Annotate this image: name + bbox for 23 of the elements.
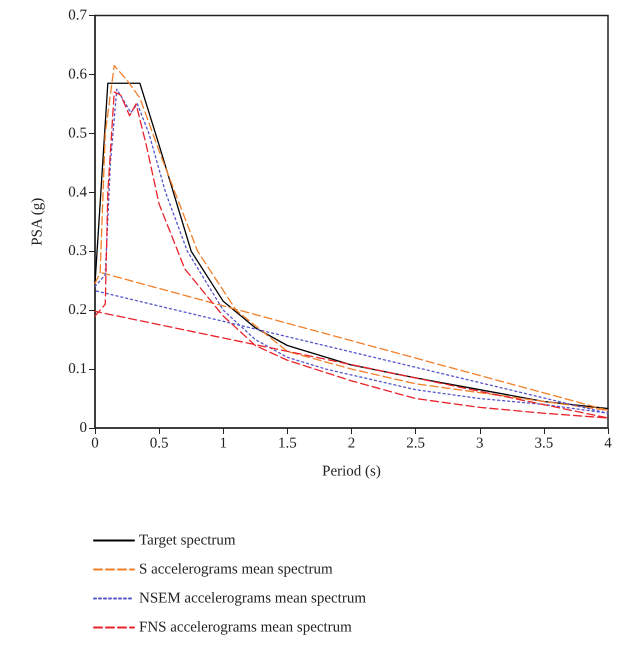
x-tick-label: 0 — [91, 436, 99, 452]
x-tick-label: 2 — [348, 436, 356, 452]
legend-label: NSEM accelerograms mean spectrum — [139, 590, 366, 606]
legend-label: FNS accelerograms mean spectrum — [139, 620, 352, 636]
y-tick-label: 0.7 — [68, 8, 88, 24]
x-tick-label: 4 — [604, 436, 612, 452]
y-tick-label: 0.2 — [68, 302, 87, 318]
x-tick-label: 0.5 — [150, 436, 168, 452]
x-axis-title: Period (s) — [322, 464, 381, 480]
y-tick-label: 0.1 — [68, 361, 87, 378]
x-tick-label: 1 — [220, 436, 227, 452]
legend-label: Target spectrum — [139, 532, 236, 548]
y-tick-label: 0.6 — [68, 66, 88, 82]
x-tick-label: 1.5 — [278, 436, 297, 452]
y-axis-title: PSA (g) — [30, 198, 46, 246]
x-tick-label: 3 — [476, 436, 484, 452]
y-tick-label: 0.3 — [68, 243, 87, 260]
y-tick-label: 0.5 — [68, 125, 87, 142]
y-tick-label: 0 — [80, 420, 87, 436]
x-tick-label: 2.5 — [406, 436, 425, 452]
y-tick-label: 0.4 — [68, 184, 88, 200]
x-tick-label: 3.5 — [534, 436, 554, 452]
legend-label: S accelerograms mean spectrum — [139, 562, 333, 578]
